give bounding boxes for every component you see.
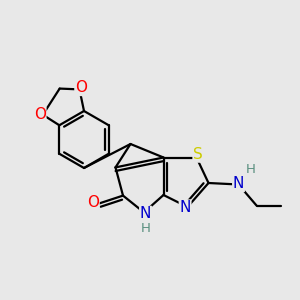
Text: O: O — [34, 107, 46, 122]
Text: N: N — [233, 176, 244, 191]
Text: H: H — [246, 163, 256, 176]
Text: N: N — [140, 206, 151, 221]
Text: O: O — [75, 80, 87, 95]
Text: S: S — [193, 147, 203, 162]
Text: O: O — [87, 195, 99, 210]
Text: N: N — [179, 200, 191, 215]
Text: H: H — [141, 222, 150, 236]
